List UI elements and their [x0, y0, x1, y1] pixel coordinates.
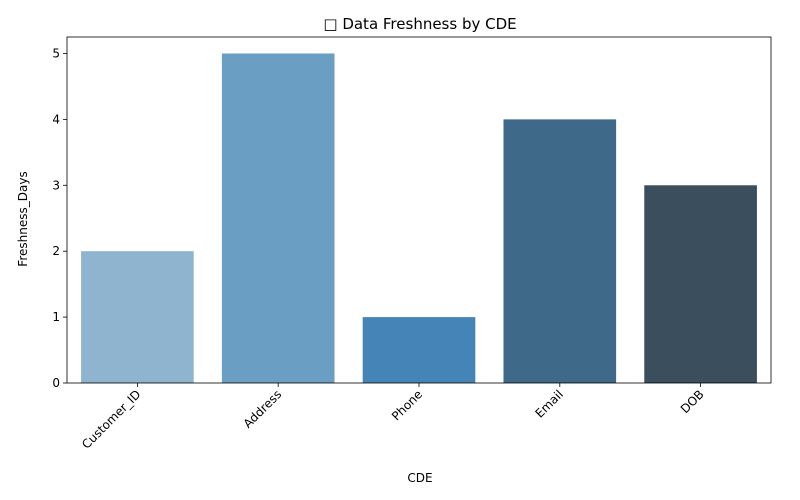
- y-tick-label: 5: [52, 46, 60, 60]
- x-axis-label: CDE: [407, 471, 432, 485]
- y-tick-label: 0: [52, 376, 60, 390]
- bar-phone: [362, 317, 476, 383]
- bar-dob: [644, 185, 757, 383]
- y-tick-label: 1: [52, 310, 60, 324]
- plot-frame: [66, 36, 772, 384]
- plot-area: Customer_ID Address Phone Email DOB 0 1 2 3 4 5: [52, 36, 772, 452]
- chart-title: □ Data Freshness by CDE: [323, 15, 516, 33]
- x-tick-label: Address: [241, 387, 285, 431]
- y-tick-label: 3: [52, 178, 60, 192]
- y-axis-label: Freshness_Days: [16, 171, 30, 266]
- x-tick-label: Customer_ID: [79, 387, 143, 451]
- bar-email: [503, 119, 617, 383]
- bar-customer-id: [81, 251, 194, 383]
- y-tick-label: 4: [52, 112, 60, 126]
- x-tick-label: DOB: [678, 387, 707, 416]
- x-tick-label: Phone: [389, 387, 425, 423]
- y-tick-label: 2: [52, 244, 60, 258]
- bar-address: [221, 53, 335, 383]
- x-tick-label: Email: [532, 387, 565, 420]
